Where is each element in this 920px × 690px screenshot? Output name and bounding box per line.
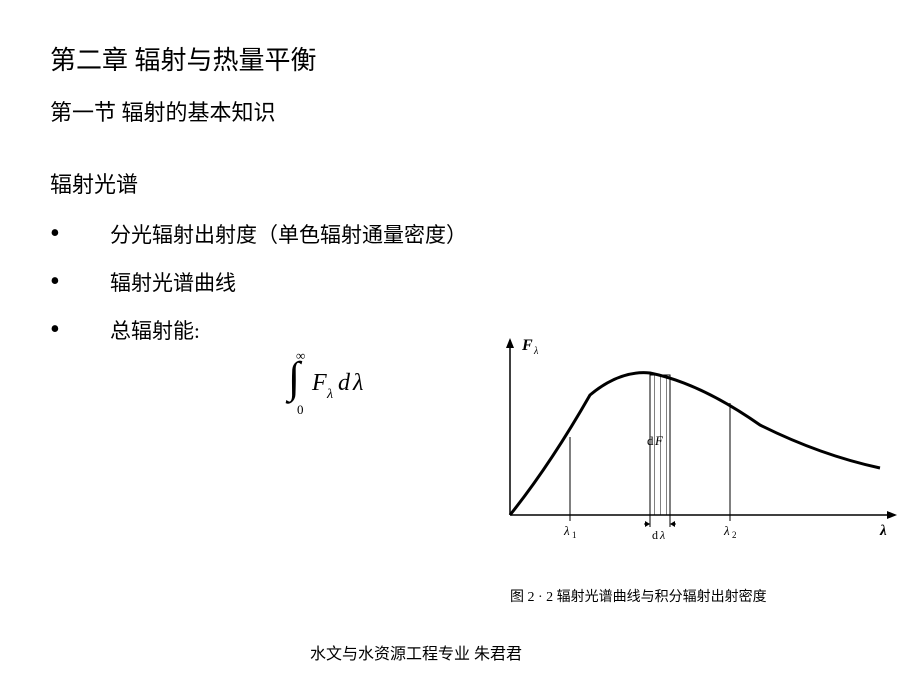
bullet-dot-icon: • [50, 271, 110, 292]
bullet-list: • 分光辐射出射度（单色辐射通量密度） • 辐射光谱曲线 • 总辐射能: [50, 219, 870, 345]
integral-formula: ∞ ∫ 0 F λ d λ [280, 348, 390, 425]
svg-text:d: d [338, 370, 351, 396]
list-item: • 辐射光谱曲线 [50, 267, 870, 297]
list-item: • 分光辐射出射度（单色辐射通量密度） [50, 219, 870, 249]
svg-text:F: F [311, 370, 327, 396]
chapter-title: 第二章 辐射与热量平衡 [50, 40, 870, 77]
svg-text:2: 2 [732, 530, 737, 540]
bullet-dot-icon: • [50, 223, 110, 244]
footer-text: 水文与水资源工程专业 朱君君 [310, 640, 522, 664]
subsection-title: 辐射光谱 [50, 167, 870, 199]
svg-text:λ: λ [723, 523, 730, 538]
svg-text:λ: λ [659, 528, 665, 542]
svg-text:F: F [654, 433, 664, 448]
svg-text:1: 1 [572, 530, 577, 540]
svg-text:F: F [521, 337, 533, 354]
svg-text:d: d [652, 528, 658, 542]
spectral-chart: FλλdFλ1dλλ2 [480, 335, 900, 555]
section-title: 第一节 辐射的基本知识 [50, 95, 870, 127]
svg-text:0: 0 [297, 402, 304, 417]
svg-text:λ: λ [563, 523, 570, 538]
bullet-text: 分光辐射出射度（单色辐射通量密度） [110, 219, 467, 249]
svg-text:λ: λ [533, 346, 539, 357]
bullet-text: 总辐射能: [110, 315, 200, 345]
figure-caption: 图 2 · 2 辐射光谱曲线与积分辐射出射密度 [510, 586, 767, 606]
bullet-text: 辐射光谱曲线 [110, 267, 236, 297]
svg-text:λ: λ [352, 370, 363, 396]
svg-text:λ: λ [326, 387, 333, 402]
svg-text:d: d [647, 433, 654, 448]
svg-text:λ: λ [879, 523, 887, 539]
bullet-dot-icon: • [50, 319, 110, 340]
